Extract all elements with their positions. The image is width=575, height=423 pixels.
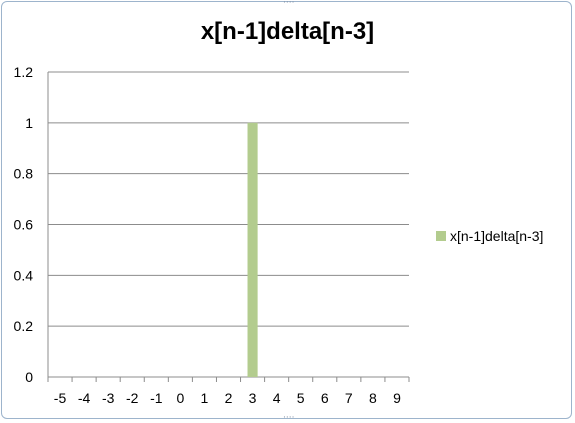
x-tick-label: -2 (126, 390, 139, 406)
resize-handle-top[interactable]: ···· (283, 0, 295, 8)
y-tick-label: 0.2 (14, 318, 34, 334)
x-tick-label: 6 (321, 390, 329, 406)
x-tick-label: 5 (297, 390, 305, 406)
y-tick-label: 1 (25, 115, 33, 131)
x-tick-label: -1 (150, 390, 163, 406)
y-tick-label: 0 (25, 369, 33, 385)
x-tick-label: 0 (176, 390, 184, 406)
x-tick-label: 9 (393, 390, 401, 406)
x-tick-label: 1 (201, 390, 209, 406)
chart-title: x[n-1]delta[n-3] (200, 18, 375, 45)
x-tick-label: 4 (273, 390, 281, 406)
x-tick-label: -5 (54, 390, 67, 406)
x-tick-label: 8 (369, 390, 377, 406)
y-tick-label: 0.8 (14, 166, 34, 182)
legend-swatch (436, 231, 446, 241)
y-tick-label: 0.4 (14, 267, 34, 283)
x-tick-label: 2 (225, 390, 233, 406)
resize-handle-bottom[interactable]: ···· (283, 413, 295, 423)
legend-label: x[n-1]delta[n-3] (450, 228, 543, 244)
y-tick-label: 1.2 (14, 64, 34, 80)
x-tick-label: 7 (345, 390, 353, 406)
y-tick-label: 0.6 (14, 217, 34, 233)
x-tick-label: 3 (249, 390, 257, 406)
x-tick-label: -4 (78, 390, 91, 406)
bar (247, 122, 258, 377)
x-tick-label: -3 (102, 390, 115, 406)
